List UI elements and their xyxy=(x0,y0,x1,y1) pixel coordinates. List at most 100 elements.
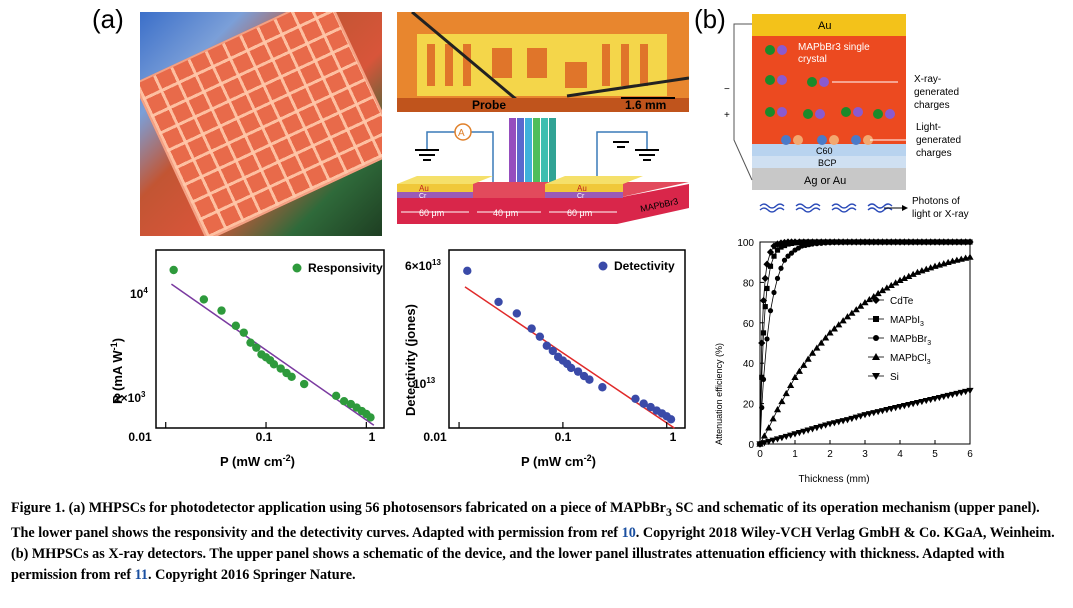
series-point-mapbcl3 xyxy=(795,367,803,374)
series-point-si xyxy=(769,437,777,444)
legend-marker-cdte xyxy=(872,296,880,304)
responsivity-point xyxy=(199,295,209,304)
series-point-mapbcl3 xyxy=(878,286,887,294)
wafer-image xyxy=(140,12,382,236)
series-point-mapbcl3 xyxy=(800,361,808,368)
series-point-mapbcl3 xyxy=(782,389,790,397)
detectivity-chart: Detectivity 0.01 0.1 1 6×1013 1013 P (mW… xyxy=(403,249,686,469)
series-point-mapbcl3 xyxy=(896,276,904,283)
series-point-si xyxy=(800,428,808,435)
caption-ref-11[interactable]: 11 xyxy=(134,566,148,583)
series-point-si xyxy=(918,398,926,406)
detectivity-point xyxy=(639,399,648,408)
series-point-mapbbr3 xyxy=(778,265,784,271)
series-point-mapbcl3 xyxy=(817,339,825,346)
series-point-mapbcl3 xyxy=(892,279,900,286)
layer-crystal-1: MAPbBr3 single xyxy=(798,42,870,53)
series-point-mapbcl3 xyxy=(839,317,847,324)
responsivity-point xyxy=(252,343,261,352)
detectivity-point xyxy=(573,367,583,376)
responsivity-point xyxy=(231,321,241,330)
layer-au: Au xyxy=(818,20,831,32)
series-point-si xyxy=(782,433,790,441)
caption-subscript: 3 xyxy=(665,504,672,519)
series-point-mapbcl3 xyxy=(852,306,860,313)
xray-detector-schematic: Au MAPbBr3 single crystal C60 BCP Ag or … xyxy=(724,14,969,220)
attenuation-ylabel: Attenuation efficiency (%) xyxy=(714,343,724,445)
left-au-label: Au xyxy=(419,184,429,193)
terminal-plus: + xyxy=(724,110,730,121)
series-point-si xyxy=(765,438,773,446)
series-point-mapbbr3 xyxy=(771,289,777,296)
attenuation-ytick-80: 80 xyxy=(743,278,755,289)
dim-left: 60 μm xyxy=(419,208,444,218)
detectivity-legend-marker xyxy=(598,261,608,271)
series-point-si xyxy=(874,409,882,416)
caption-ref-10[interactable]: 10 xyxy=(621,524,636,541)
series-point-mapbcl3 xyxy=(826,329,834,336)
series-point-mapbbr3 xyxy=(767,308,774,314)
terminal-minus: − xyxy=(724,84,730,95)
series-point-si xyxy=(900,403,908,410)
micrograph-svg: Probe 1.6 mm xyxy=(397,12,689,112)
series-point-mapbcl3 xyxy=(760,432,768,439)
series-point-si xyxy=(857,413,865,420)
series-point-si xyxy=(878,408,887,415)
electrode-micrograph: Probe 1.6 mm xyxy=(397,12,689,112)
series-point-mapbbr3 xyxy=(781,257,788,263)
series-point-mapbcl3 xyxy=(843,313,852,320)
photon-label-1: Photons of xyxy=(912,196,960,207)
photon-label-2: light or X-ray xyxy=(912,209,969,220)
attenuation-xtick-6: 6 xyxy=(967,449,973,460)
responsivity-xlabel: P (mW cm-2) xyxy=(220,453,295,469)
series-point-si xyxy=(813,424,821,432)
attenuation-xlabel: Thickness (mm) xyxy=(798,474,869,485)
light-label-2: generated xyxy=(916,135,961,146)
series-point-mapbi3 xyxy=(788,240,795,247)
series-point-mapbcl3 xyxy=(830,325,838,332)
series-point-si xyxy=(962,388,970,396)
series-point-mapbbr3 xyxy=(785,253,791,259)
legend-marker-mapbcl3 xyxy=(872,353,880,360)
series-point-si xyxy=(935,394,943,402)
series-point-mapbbr3 xyxy=(809,241,816,247)
xray-label-2: generated xyxy=(914,87,959,98)
series-point-si xyxy=(795,430,803,437)
responsivity-xtick-001: 0.01 xyxy=(128,430,152,444)
series-point-mapbi3 xyxy=(785,241,791,247)
series-point-mapbi3 xyxy=(781,242,788,249)
layer-crystal-2: crystal xyxy=(798,54,827,65)
series-point-si xyxy=(957,389,965,397)
series-point-mapbcl3 xyxy=(905,272,913,279)
detectivity-point xyxy=(535,332,545,341)
caption-part-3: . Copyright 2018 Wiley-VCH Verlag GmbH &… xyxy=(11,524,1055,583)
caption-part-4: . Copyright 2016 Springer Nature. xyxy=(148,566,356,583)
series-point-si xyxy=(839,418,847,425)
series-point-mapbcl3 xyxy=(769,415,777,422)
detectivity-point xyxy=(566,363,576,373)
ammeter-symbol: A xyxy=(458,128,465,139)
detectivity-fit-line xyxy=(464,286,675,429)
series-point-mapbcl3 xyxy=(813,344,821,351)
series-point-si xyxy=(948,391,957,399)
series-point-mapbbr3 xyxy=(827,240,833,246)
attenuation-ytick-100: 100 xyxy=(737,238,754,249)
series-point-si xyxy=(826,421,834,428)
detectivity-xlabel: P (mW cm-2) xyxy=(521,453,596,469)
series-point-mapbi3 xyxy=(778,244,784,250)
series-point-cdte xyxy=(758,339,766,347)
detectivity-point xyxy=(585,375,594,384)
figure-caption: Figure 1. (a) MHPSCs for photodetector a… xyxy=(11,498,1063,586)
layer-bottom: Ag or Au xyxy=(804,175,846,187)
responsivity-point xyxy=(246,338,255,347)
series-point-mapbcl3 xyxy=(778,397,786,405)
series-point-mapbcl3 xyxy=(773,406,782,413)
series-point-si xyxy=(848,415,856,423)
series-point-si xyxy=(927,396,935,404)
detectivity-point xyxy=(527,324,536,333)
dim-gap: 40 μm xyxy=(493,208,518,218)
series-point-si xyxy=(791,431,799,438)
series-point-si xyxy=(808,426,817,433)
series-point-si xyxy=(892,405,900,412)
